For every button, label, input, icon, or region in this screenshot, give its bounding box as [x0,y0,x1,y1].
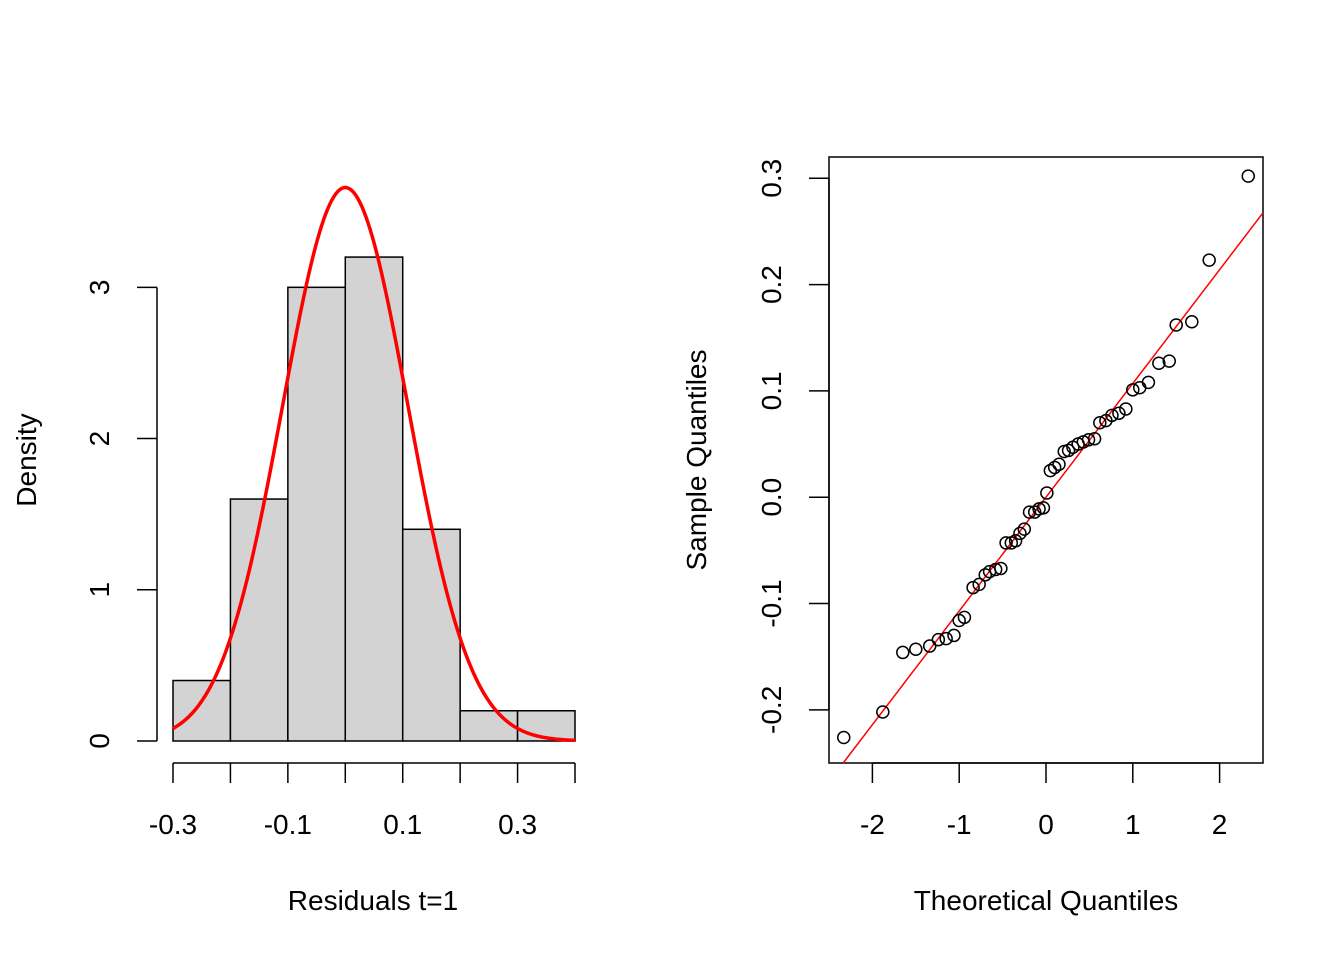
histogram-bars [172,256,576,742]
histogram-y-tick-label: 3 [84,280,115,296]
histogram-bar-0 [172,679,232,742]
qq-point [1119,402,1133,416]
qq-point [994,561,1008,576]
qq-point [978,568,992,582]
qq-point [837,730,851,745]
qq-point [1141,375,1156,390]
qq-x-tick-label: -1 [947,809,972,840]
histogram-x-axis: -0.3 -0.1 0.1 0.3 [149,762,576,840]
qq-plot-panel: -2 -1 0 1 2 -0.2 -0.1 0.0 0.1 0.2 0.3 Theoretical… [681,156,1264,916]
qq-point [1132,380,1147,395]
histogram-y-tick-label: 1 [84,582,115,598]
qq-point [1081,433,1096,447]
qq-plot-box [828,156,1264,764]
qq-point [1047,460,1062,475]
histogram-bar-6 [516,710,576,742]
histogram-bar-5 [459,710,519,742]
qq-point [1162,354,1177,368]
qq-point [1241,169,1255,183]
qq-point [922,639,937,653]
qq-point [1036,501,1051,515]
qq-point [972,577,986,592]
qq-point [1152,356,1166,371]
qq-point [1112,406,1126,420]
qq-point [1008,534,1023,548]
qq-point [909,642,923,656]
histogram-bar-3 [344,256,404,742]
histogram-y-label: Density [11,413,42,506]
qq-point [1013,526,1027,541]
normal-density-curve [172,185,576,743]
qq-point [1061,443,1076,458]
qq-point [876,705,890,719]
histogram-y-tick-label: 2 [84,431,115,447]
qq-point [1040,486,1054,500]
qq-x-label: Theoretical Quantiles [914,885,1179,916]
histogram-bar-1 [229,498,289,742]
qq-point [931,632,946,647]
qq-y-tick-label: 0.2 [756,265,787,304]
histogram-bar-2 [287,286,347,742]
qq-y-label: Sample Quantiles [681,349,712,570]
histogram-y-axis: 0 1 2 3 [84,280,158,749]
histogram-x-tick-label: -0.3 [149,809,197,840]
histogram-x-tick-label: -0.1 [264,809,312,840]
qq-point [1027,505,1042,519]
qq-point [1093,416,1107,430]
qq-point [999,536,1013,550]
qq-point [1169,318,1183,332]
qq-x-tick-label: 1 [1125,809,1141,840]
histogram-y-tick-label: 0 [84,733,115,749]
qq-point [957,610,972,625]
qq-y-tick-label: 0.0 [756,478,787,517]
qq-point [1105,408,1119,423]
qq-point [1087,431,1102,446]
qq-y-tick-label: 0.3 [756,159,787,198]
qq-point [1022,505,1037,519]
qq-y-tick-label: -0.2 [756,686,787,734]
qq-point [1043,463,1058,478]
qq-point [988,562,1003,577]
histogram-x-tick-label: 0.1 [383,809,422,840]
qq-points [837,169,1255,745]
qq-point [947,628,961,643]
qq-point [1052,457,1066,472]
qq-x-tick-label: -2 [860,809,885,840]
qq-point [1126,383,1140,397]
qq-reference-line [842,212,1264,764]
qq-x-tick-label: 0 [1038,809,1054,840]
qq-point [1185,315,1199,329]
qq-x-axis: -2 -1 0 1 2 [860,762,1228,840]
qq-point [939,631,953,646]
qq-point [896,645,910,660]
qq-y-axis: -0.2 -0.1 0.0 0.1 0.2 0.3 [756,159,830,734]
qq-x-tick-label: 2 [1212,809,1228,840]
histogram-bar-4 [401,528,461,742]
qq-y-tick-label: 0.1 [756,371,787,410]
histogram-x-label: Residuals t=1 [288,885,458,916]
qq-point [1202,253,1216,267]
qq-y-tick-label: -0.1 [756,579,787,627]
histogram-panel: -0.3 -0.1 0.1 0.3 0 1 2 3 Residuals t=1 Densit… [11,185,576,916]
qq-point [1017,522,1032,536]
histogram-x-tick-label: 0.3 [498,809,537,840]
